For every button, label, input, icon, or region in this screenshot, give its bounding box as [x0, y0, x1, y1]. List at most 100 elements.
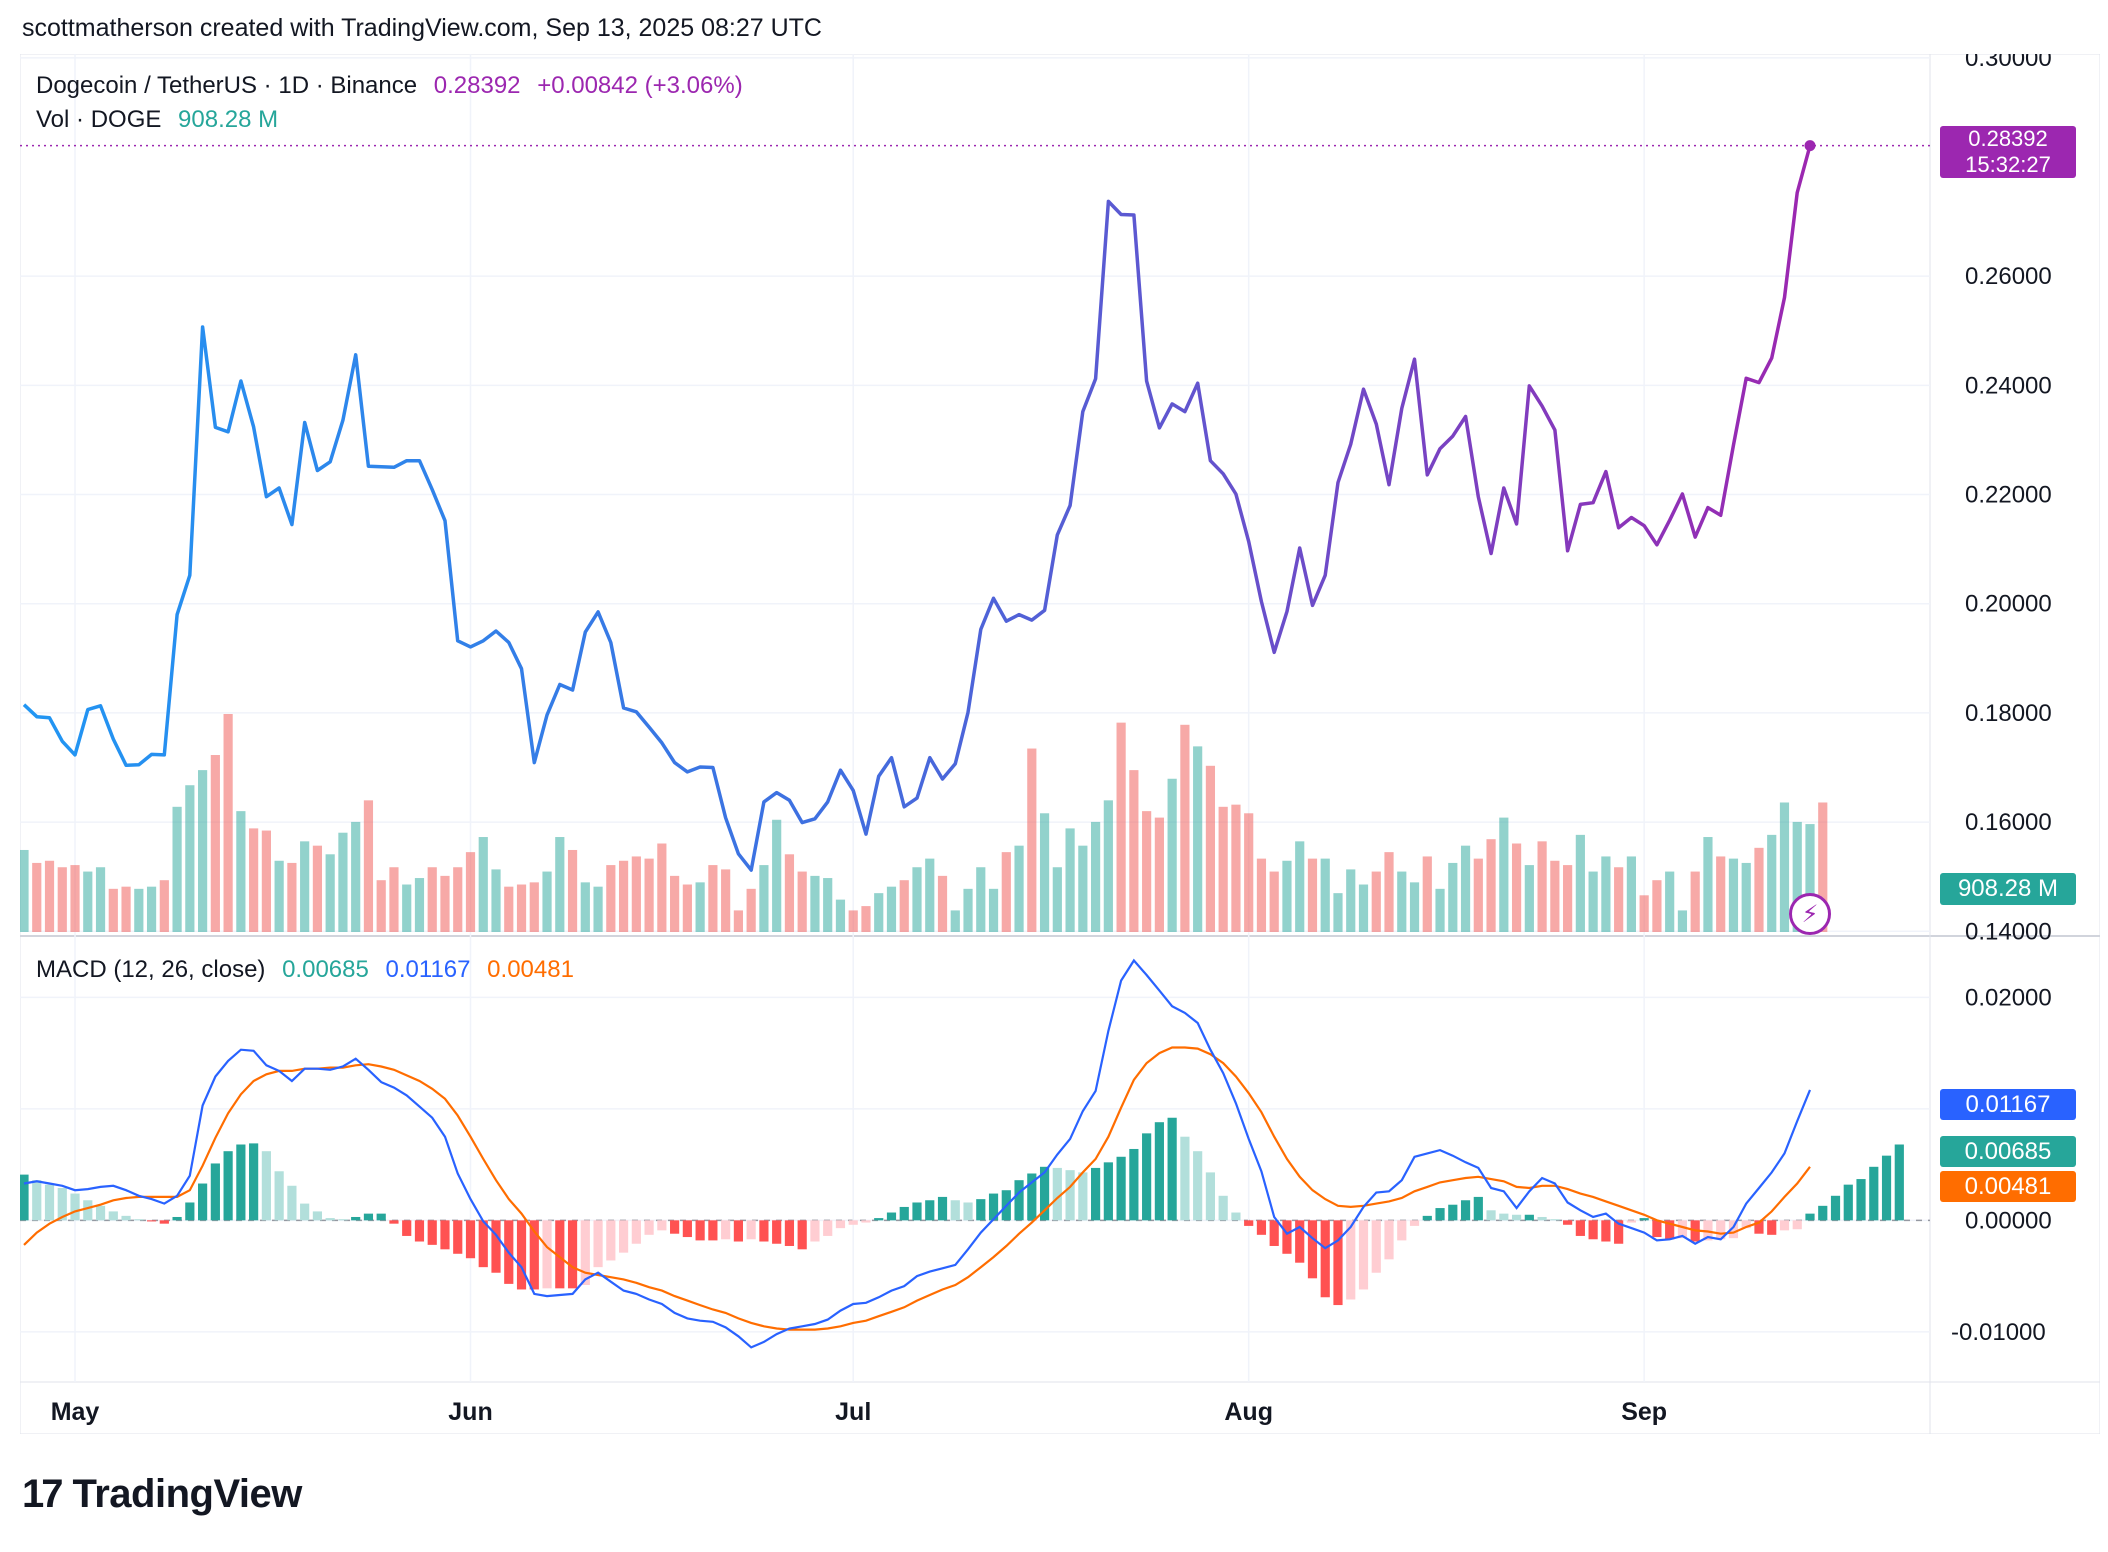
macd-histogram-bar — [848, 1220, 858, 1225]
volume-bar — [823, 878, 833, 932]
macd-histogram-bar — [1397, 1220, 1407, 1241]
macd-histogram-bar — [363, 1213, 374, 1221]
watermark-header: scottmatherson created with TradingView.… — [22, 14, 822, 42]
macd-histogram-bar — [1307, 1220, 1318, 1279]
macd-histogram-bar — [274, 1171, 284, 1221]
volume-bar — [797, 871, 807, 932]
volume-bar — [618, 860, 629, 932]
macd-histogram-bar — [300, 1203, 310, 1221]
macd-line — [23, 958, 1812, 1349]
volume-bar — [1371, 871, 1381, 932]
macd-signal-badge: 0.00481 — [1940, 1171, 2076, 1202]
volume-bar — [1014, 845, 1024, 932]
macd-histogram-bar — [1129, 1148, 1139, 1221]
volume-bar — [1716, 856, 1726, 932]
volume-bar — [198, 770, 208, 932]
volume-bar — [261, 830, 271, 932]
volume-bar — [57, 867, 67, 932]
volume-bar — [210, 755, 220, 932]
volume-bar — [963, 888, 973, 932]
price-tick-label: 0.18000 — [1965, 700, 2052, 727]
macd-histogram-bar — [1894, 1144, 1904, 1221]
volume-title[interactable]: Vol · DOGE — [36, 106, 162, 133]
macd-histogram-bar — [236, 1144, 246, 1221]
volume-bar — [338, 832, 348, 932]
macd-histogram-bar — [1167, 1117, 1177, 1221]
macd-histogram-bar — [159, 1220, 169, 1224]
macd-histogram-bar — [963, 1202, 973, 1221]
volume-bar — [1384, 852, 1394, 932]
macd-title[interactable]: MACD (12, 26, close) — [36, 956, 266, 983]
volume-bar — [1269, 871, 1279, 932]
volume-bar — [83, 871, 93, 932]
macd-histogram-bar — [1295, 1220, 1305, 1263]
macd-histogram-bar — [746, 1220, 756, 1240]
macd-histogram-bar — [861, 1220, 871, 1223]
volume-bar — [1779, 802, 1790, 932]
volume-bar — [1282, 860, 1292, 932]
macd-histogram-bar — [1116, 1156, 1126, 1221]
volume-bar — [708, 865, 718, 932]
macd-histogram-bar — [912, 1202, 922, 1221]
legend-macd-line: 0.01167 — [385, 956, 471, 983]
macd-tick-label: 0.00000 — [1965, 1207, 2052, 1234]
macd-histogram-bar — [1677, 1220, 1688, 1239]
volume-bar — [1193, 746, 1203, 932]
macd-histogram-bar — [988, 1193, 999, 1221]
volume-bar — [351, 821, 361, 932]
macd-histogram-bar — [261, 1151, 271, 1221]
volume-bar — [32, 862, 42, 932]
volume-bar — [70, 865, 80, 932]
volume-legend: Vol · DOGE 908.28 M — [36, 106, 288, 134]
macd-histogram-bar — [83, 1200, 93, 1221]
macd-histogram-bar — [797, 1220, 807, 1250]
chart-frame[interactable]: 0.14000 0.16000 0.18000 0.20000 0.22000 0.240… — [19, 45, 2101, 1435]
volume-bar — [1728, 858, 1739, 932]
volume-bar — [1397, 871, 1407, 932]
volume-bar — [682, 884, 692, 932]
macd-histogram-bar — [1422, 1215, 1432, 1221]
macd-line-badge: 0.01167 — [1940, 1089, 2076, 1120]
price-tick-label: 0.30000 — [1965, 54, 2052, 72]
macd-histogram-bar — [44, 1184, 55, 1221]
volume-bar — [1129, 770, 1139, 932]
volume-bar — [300, 841, 310, 932]
macd-histogram-bar — [1703, 1220, 1713, 1241]
volume-bar — [1231, 804, 1241, 932]
volume-bar — [1244, 813, 1254, 932]
volume-bar — [1677, 910, 1688, 932]
macd-histogram-bar — [1881, 1155, 1892, 1221]
volume-bar — [1665, 871, 1675, 932]
macd-histogram-bar — [1218, 1195, 1228, 1221]
symbol-title[interactable]: Dogecoin / TetherUS · 1D · Binance — [36, 72, 418, 99]
macd-histogram-bar — [287, 1185, 297, 1221]
volume-bar — [721, 869, 731, 932]
tradingview-logo[interactable]: 17 TradingView — [22, 1468, 302, 1520]
month-label: Aug — [1224, 1398, 1273, 1426]
volume-bar — [1499, 817, 1509, 932]
volume-bar — [1435, 888, 1445, 932]
chart-canvas[interactable]: 0.14000 0.16000 0.18000 0.20000 0.22000 0.240… — [19, 45, 2101, 1435]
volume-bar — [504, 886, 514, 932]
volume-bar — [1001, 852, 1011, 932]
volume-bar — [1588, 871, 1598, 932]
volume-bar — [1218, 806, 1228, 932]
volume-bar — [440, 875, 450, 932]
volume-bar — [950, 910, 960, 932]
macd-histogram-bar — [580, 1220, 590, 1285]
lightning-icon[interactable]: ⚡ — [1789, 893, 1831, 935]
macd-histogram-bar — [1052, 1167, 1062, 1221]
macd-histogram-bar — [198, 1183, 208, 1221]
macd-histogram-bar — [491, 1220, 501, 1273]
month-label: May — [51, 1398, 100, 1426]
macd-histogram-bar — [1779, 1220, 1790, 1231]
last-price-badge: 0.28392 15:32:27 — [1940, 126, 2076, 178]
volume-bar — [1027, 748, 1037, 932]
volume-bar — [465, 852, 476, 932]
macd-histogram-bar — [874, 1218, 884, 1221]
tradingview-wordmark: TradingView — [72, 1471, 303, 1516]
macd-histogram-bar — [1231, 1212, 1241, 1221]
macd-histogram-bar — [1065, 1170, 1075, 1221]
volume-bar — [95, 867, 106, 932]
legend-macd-signal: 0.00481 — [487, 956, 574, 983]
